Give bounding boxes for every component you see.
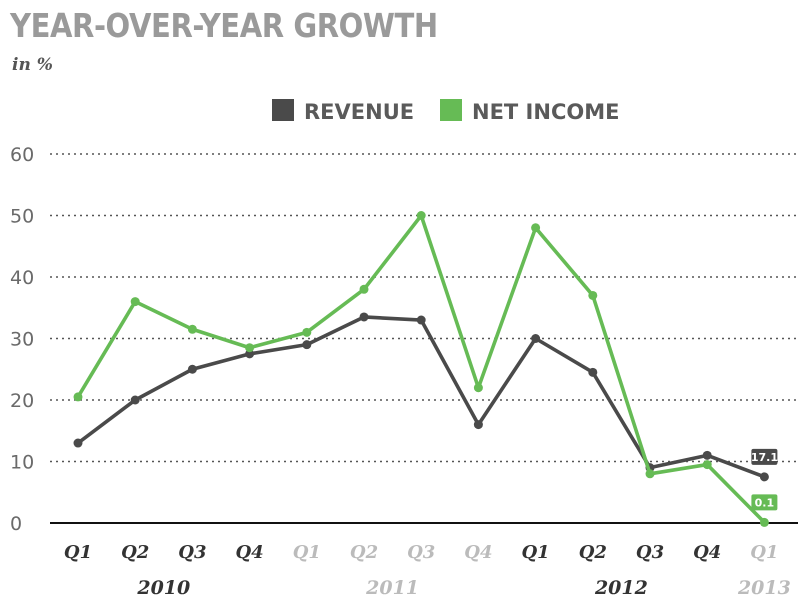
y-tick-label-10: 10 [10,452,34,474]
data-point-0-6 [416,315,426,325]
x-tick-label-7: Q4 [464,542,492,563]
y-tick-label-30: 30 [10,329,34,351]
data-point-0-4 [302,340,312,350]
data-point-1-3 [245,343,255,353]
y-tick-label-60: 60 [10,144,34,166]
x-axis: Q1 Q2 Q3 Q4 Q1 Q2 Q3 Q4 Q1 Q2 Q3 Q4 Q1 2010 2011 2012 20… [64,542,791,599]
plot-area: 17.1 0.1 [73,211,778,527]
legend-swatch-1 [440,99,462,121]
data-point-1-7 [473,383,483,393]
y-tick-label-50: 50 [10,206,34,228]
year-label-2012: 2012 [594,577,648,599]
x-tick-label-8: Q1 [521,542,549,563]
x-tick-label-1: Q2 [121,542,149,563]
data-point-0-1 [130,395,140,405]
chart-title: YEAR-OVER-YEAR GROWTH [10,6,438,45]
legend-swatch-0 [272,99,294,121]
data-point-1-6 [416,211,426,220]
data-point-0-0 [73,438,83,448]
chart-subtitle: in % [12,55,53,75]
end-label-0: 17.1 [751,451,778,464]
legend-label-0: REVENUE [304,100,414,124]
year-label-2010: 2010 [136,577,190,599]
data-point-1-0 [73,392,83,402]
data-point-0-8 [531,334,541,343]
y-tick-label-40: 40 [10,267,34,289]
y-tick-label-20: 20 [10,390,34,412]
data-point-1-5 [359,284,369,294]
x-tick-label-9: Q2 [579,542,607,563]
x-tick-label-10: Q3 [636,542,664,563]
data-point-1-4 [302,327,312,337]
data-point-0-3 [245,349,255,359]
x-tick-label-6: Q3 [407,542,435,563]
year-label-2013: 2013 [737,577,791,599]
data-point-0-9 [588,367,598,377]
series-line-0 [76,315,767,479]
x-tick-label-3: Q4 [235,542,263,563]
series-line-1 [76,213,767,525]
year-label-2011: 2011 [365,577,419,599]
x-tick-label-2: Q3 [178,542,206,563]
end-label-1: 0.1 [755,496,775,509]
data-point-1-11 [702,460,712,470]
end-label-box-0 [751,448,778,465]
data-point-1-1 [130,297,140,307]
x-tick-label-5: Q2 [350,542,378,563]
data-point-0-12 [759,472,769,482]
x-tick-label-11: Q4 [693,542,721,563]
legend-label-1: NET INCOME [472,100,619,124]
data-point-0-2 [187,364,197,374]
data-point-1-9 [588,290,598,300]
x-tick-label-12: Q1 [750,542,778,563]
end-label-box-1 [751,494,778,511]
x-tick-label-0: Q1 [64,542,92,563]
data-point-0-5 [359,312,369,322]
legend: REVENUE NET INCOME [272,99,619,124]
data-point-1-10 [645,469,655,479]
y-axis: 0 10 20 30 40 50 60 [10,144,34,535]
data-point-1-2 [187,324,197,334]
x-tick-label-4: Q1 [293,542,321,563]
data-point-0-7 [473,420,483,430]
data-point-1-12 [759,517,769,527]
data-point-1-8 [531,223,541,233]
data-point-0-11 [702,450,712,460]
y-tick-label-0: 0 [10,513,22,535]
